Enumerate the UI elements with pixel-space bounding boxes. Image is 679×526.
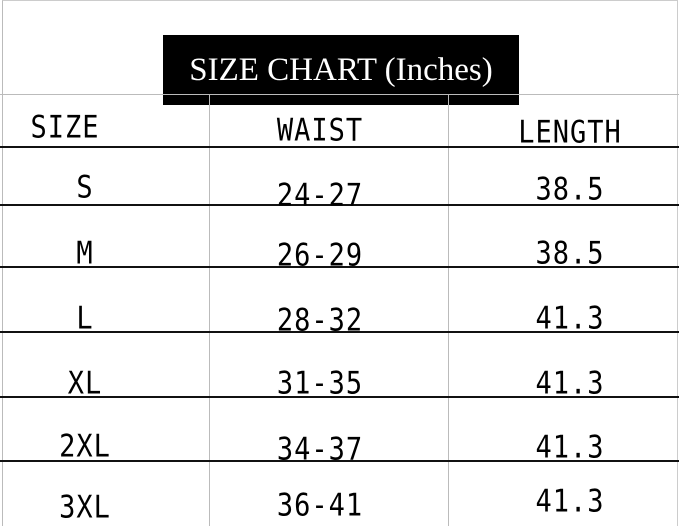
row-divider bbox=[0, 204, 679, 206]
divider bbox=[0, 94, 679, 95]
size-cell: M bbox=[76, 235, 94, 272]
waist-cell: 34-37 bbox=[276, 431, 364, 468]
row-divider bbox=[0, 146, 679, 148]
length-cell: 38.5 bbox=[535, 235, 605, 272]
size-cell: XL bbox=[67, 365, 103, 402]
size-cell: 2XL bbox=[59, 428, 111, 465]
length-cell: 41.3 bbox=[535, 365, 605, 402]
header-size: SIZE bbox=[30, 109, 100, 146]
size-cell: L bbox=[76, 300, 94, 337]
row-divider bbox=[0, 266, 679, 268]
length-cell: 41.3 bbox=[535, 429, 605, 466]
header-length: LENGTH bbox=[518, 114, 622, 151]
chart-title: SIZE CHART (Inches) bbox=[163, 35, 519, 105]
size-cell: 3XL bbox=[59, 489, 111, 526]
waist-cell: 31-35 bbox=[276, 365, 364, 402]
row-divider bbox=[0, 331, 679, 333]
length-cell: 41.3 bbox=[535, 483, 605, 520]
row-divider bbox=[0, 396, 679, 398]
row-divider bbox=[0, 460, 679, 462]
waist-cell: 24-27 bbox=[276, 177, 364, 214]
header-waist: WAIST bbox=[276, 112, 364, 149]
waist-cell: 28-32 bbox=[276, 302, 364, 339]
size-cell: S bbox=[76, 169, 94, 206]
waist-cell: 26-29 bbox=[276, 237, 364, 274]
column-divider bbox=[209, 94, 210, 526]
waist-cell: 36-41 bbox=[276, 487, 364, 524]
column-divider bbox=[448, 94, 449, 526]
length-cell: 41.3 bbox=[535, 300, 605, 337]
length-cell: 38.5 bbox=[535, 171, 605, 208]
